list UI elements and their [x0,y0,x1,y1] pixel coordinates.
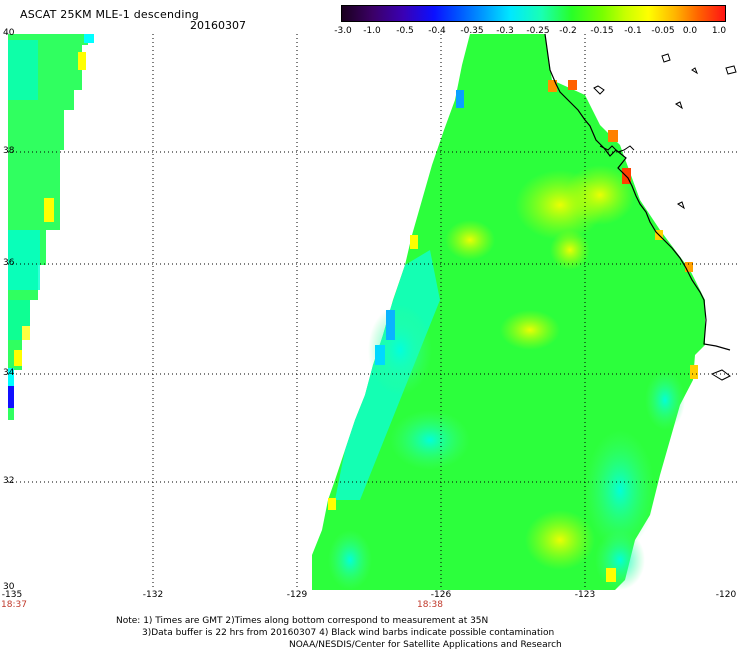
colorbar-tick: -0.25 [526,26,550,36]
lon-label: -120 [715,590,737,600]
bay-outline [599,145,635,153]
colorbar-tick: -0.4 [428,26,446,36]
colorbar-tick: 1.0 [711,26,727,36]
coastline [544,33,731,351]
lat-label: 34 [3,368,15,378]
lon-label: -135 [1,590,23,600]
colorbar-tick: -0.1 [624,26,642,36]
lat-label: 32 [3,476,15,486]
colorbar-tick: 0.0 [682,26,698,36]
lon-label: -123 [574,590,596,600]
lon-label: -126 [430,590,452,600]
lon-label: -132 [142,590,164,600]
colorbar-tick: -1.0 [363,26,381,36]
time-label: 18:38 [417,600,443,610]
time-label: 18:37 [1,600,27,610]
lat-label: 38 [3,146,15,156]
colorbar-tick: -0.15 [590,26,614,36]
lat-label: 36 [3,258,15,268]
note-line-2: 3)Data buffer is 22 hrs from 20160307 4)… [142,628,555,638]
colorbar-tick: -3.0 [334,26,352,36]
colorbar-tick: -0.35 [460,26,484,36]
main-swath [312,34,705,590]
colorbar-tick: -0.3 [496,26,514,36]
colorbar-tick: -0.2 [559,26,577,36]
lat-label: 30 [3,582,15,592]
left-swath [8,34,94,420]
lon-label: -129 [286,590,308,600]
gridlines [8,34,740,590]
colorbar-tick: -0.05 [651,26,675,36]
note-line-1: Note: 1) Times are GMT 2)Times along bot… [116,616,489,626]
islands [593,53,737,381]
note-line-3: NOAA/NESDIS/Center for Satellite Applica… [289,640,562,650]
map-title: ASCAT 25KM MLE-1 descending [20,8,199,21]
colorbar-tick: -0.5 [396,26,414,36]
map-date: 20160307 [190,19,246,32]
lat-label: 40 [3,28,15,38]
colorbar [341,5,726,22]
